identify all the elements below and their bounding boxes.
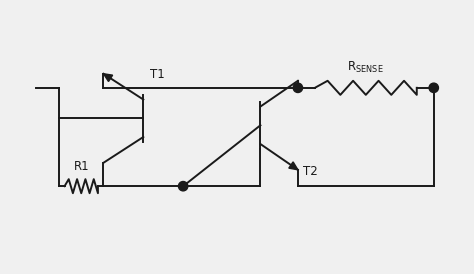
Text: R$_{\mathsf{SENSE}}$: R$_{\mathsf{SENSE}}$	[347, 60, 384, 75]
Text: T2: T2	[302, 165, 317, 178]
Text: T1: T1	[150, 68, 165, 81]
Polygon shape	[289, 162, 298, 170]
Circle shape	[293, 83, 302, 93]
Text: R1: R1	[73, 160, 89, 173]
Circle shape	[178, 181, 188, 191]
Circle shape	[429, 83, 438, 93]
Polygon shape	[103, 74, 113, 82]
